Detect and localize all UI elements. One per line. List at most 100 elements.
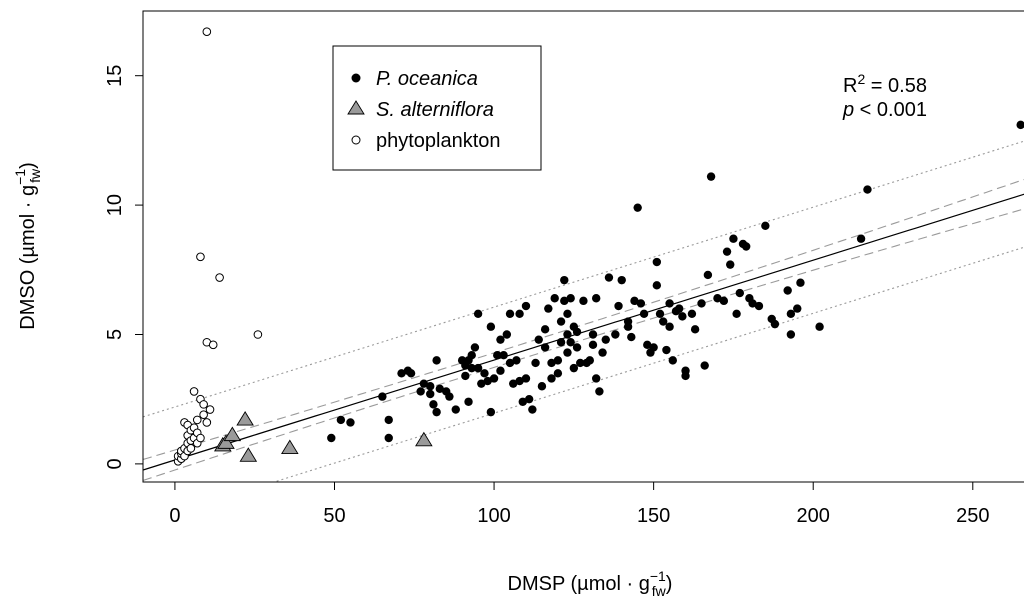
p-oceanica-point: [327, 433, 336, 443]
p-oceanica-point: [643, 340, 652, 350]
p-oceanica-point: [553, 356, 563, 365]
phytoplankton-point: [196, 252, 205, 262]
p-oceanica-point: [726, 260, 735, 269]
s-alterniflora-point: [236, 411, 254, 426]
p-oceanica-point: [681, 371, 690, 381]
phytoplankton-point: [199, 400, 208, 409]
phytoplankton-point: [196, 433, 205, 443]
p-oceanica-point: [700, 361, 709, 370]
p-oceanica-point: [735, 288, 745, 298]
y-axis: 0 5 10 15: [104, 65, 143, 469]
p-value-annotation: p < 0.001: [842, 99, 927, 121]
p-oceanica-point: [588, 340, 598, 350]
s-alterniflora-point: [415, 431, 433, 447]
p-oceanica-point: [540, 325, 550, 334]
p-oceanica-point: [668, 356, 677, 365]
phytoplankton-point: [202, 27, 212, 37]
p-oceanica-point: [585, 356, 595, 365]
p-oceanica-point: [489, 374, 499, 383]
p-oceanica-point: [419, 379, 429, 388]
phytoplankton-point: [253, 330, 263, 339]
p-oceanica-point: [579, 296, 588, 306]
y-tick-label: 15: [104, 65, 126, 87]
p-oceanica-point: [595, 387, 604, 396]
x-axis: 0 50 100 150 200 250: [169, 481, 989, 527]
p-oceanica-point: [611, 330, 620, 339]
p-oceanica-point: [470, 343, 480, 352]
p-oceanica-point: [518, 397, 527, 406]
p-oceanica-point: [604, 273, 614, 282]
legend-label-s-alterniflora: S. alterniflora: [376, 99, 494, 121]
p-oceanica-point: [690, 325, 700, 334]
p-oceanica-point: [477, 379, 486, 388]
x-axis-label: DMSP (µmol · g−1 fw): [508, 568, 673, 599]
p-oceanica-point: [719, 296, 729, 306]
legend: P. oceanica S. alterniflora phytoplankto…: [332, 45, 542, 171]
p-oceanica-point: [435, 384, 445, 394]
p-oceanica-point: [786, 309, 796, 318]
x-tick-label: 50: [323, 505, 345, 527]
phytoplankton-point: [208, 340, 218, 350]
confidence-band-lower: [143, 208, 1024, 482]
phytoplankton-point: [186, 444, 196, 453]
s-alterniflora-point: [223, 426, 242, 442]
y-tick-label: 0: [104, 458, 126, 469]
prediction-band-lower: [272, 246, 1024, 482]
p-oceanica-point: [467, 350, 476, 360]
phytoplankton-point: [202, 418, 212, 427]
phytoplankton-point: [199, 410, 208, 420]
p-oceanica-point: [770, 319, 780, 329]
p-oceanica-point: [630, 296, 639, 306]
p-oceanica-point: [741, 242, 751, 251]
p-oceanica-point: [336, 415, 346, 425]
p-oceanica-point: [496, 335, 505, 344]
p-oceanica-point: [509, 379, 518, 388]
p-oceanica-point: [534, 335, 543, 344]
p-oceanica-point: [486, 322, 496, 331]
p-oceanica-point: [665, 322, 674, 331]
p-oceanica-point: [426, 389, 435, 399]
p-oceanica-point: [556, 317, 566, 326]
phytoplankton-point: [192, 415, 202, 425]
p-oceanica-point: [614, 301, 623, 311]
legend-label-phytoplankton: phytoplankton: [376, 130, 501, 152]
p-oceanica-point: [754, 301, 764, 311]
p-oceanica-point: [732, 309, 741, 318]
data-points: [173, 27, 1024, 466]
p-oceanica-point: [674, 304, 684, 313]
p-oceanica-point: [623, 322, 633, 331]
p-oceanica-point: [678, 312, 687, 321]
p-oceanica-point: [655, 309, 665, 318]
p-oceanica-point: [748, 299, 757, 308]
confidence-band-upper: [143, 178, 1024, 461]
p-oceanica-point: [496, 366, 505, 375]
p-oceanica-point: [598, 348, 607, 357]
p-oceanica-point: [528, 405, 537, 414]
y-axis-label: DMSO (µmol · g−1fw): [12, 162, 43, 330]
p-oceanica-point: [416, 387, 425, 396]
r-squared-annotation: R2 = 0.58: [843, 71, 927, 97]
p-oceanica-point: [451, 405, 460, 414]
p-oceanica-point: [713, 294, 722, 303]
p-oceanica-point: [544, 304, 553, 313]
legend-marker-s-alterniflora: [347, 100, 365, 115]
p-oceanica-point: [461, 371, 470, 381]
p-oceanica-point: [547, 358, 556, 368]
phytoplankton-point: [189, 387, 199, 396]
x-tick-label: 100: [477, 505, 510, 527]
p-oceanica-point: [563, 330, 572, 339]
p-oceanica-point: [483, 376, 492, 386]
s-alterniflora-point: [281, 439, 299, 455]
p-oceanica-point: [566, 294, 575, 303]
p-oceanica-point: [633, 203, 642, 212]
p-oceanica-point: [639, 309, 649, 318]
x-tick-label: 0: [169, 505, 180, 527]
p-oceanica-point: [540, 343, 550, 352]
p-oceanica-point: [502, 330, 512, 339]
p-oceanica-point: [473, 309, 483, 318]
p-oceanica-point: [576, 358, 585, 368]
x-tick-label: 200: [797, 505, 830, 527]
legend-marker-phytoplankton: [351, 135, 361, 145]
legend-box: [332, 45, 542, 171]
